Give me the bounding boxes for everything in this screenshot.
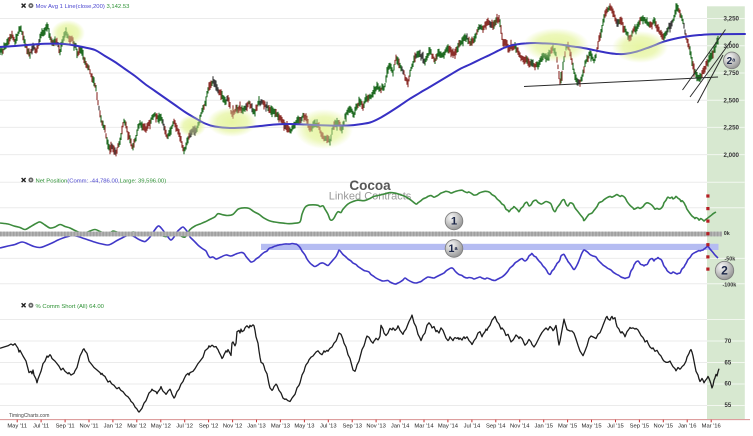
svg-text:2,500: 2,500	[724, 97, 740, 104]
svg-text:Jul '11: Jul '11	[33, 424, 49, 430]
svg-text:-100k: -100k	[723, 282, 737, 288]
svg-text:Sep '12: Sep '12	[199, 424, 218, 430]
svg-text:Mar '12: Mar '12	[127, 424, 146, 430]
svg-text:Jan '14: Jan '14	[391, 424, 410, 430]
svg-text:Sep '11: Sep '11	[56, 424, 75, 430]
svg-text:1: 1	[451, 216, 458, 228]
svg-text:-50k: -50k	[725, 257, 736, 263]
svg-text:60: 60	[725, 382, 732, 388]
svg-text:55: 55	[725, 403, 732, 409]
svg-text:3,250: 3,250	[724, 16, 740, 23]
svg-text:Mar '14: Mar '14	[414, 424, 434, 430]
svg-text:Jul '15: Jul '15	[607, 424, 624, 430]
svg-text:Mar '13: Mar '13	[271, 424, 290, 430]
svg-text:May '15: May '15	[581, 424, 601, 430]
svg-text:Sep '14: Sep '14	[486, 424, 506, 430]
svg-text:Nov '11: Nov '11	[79, 424, 98, 430]
svg-text:2,000: 2,000	[724, 152, 740, 159]
svg-text:May '11: May '11	[7, 424, 27, 430]
svg-text:2: 2	[721, 263, 728, 277]
svg-text:May '12: May '12	[151, 424, 171, 430]
svg-text:Nov '14: Nov '14	[510, 424, 530, 430]
svg-text:3,000: 3,000	[724, 43, 740, 50]
svg-text:Sep '15: Sep '15	[630, 424, 649, 430]
svg-text:Net Position(Comm: -44,786.00,: Net Position(Comm: -44,786.00,Large: 39,…	[36, 179, 167, 185]
svg-text:Jan '13: Jan '13	[247, 424, 266, 430]
svg-text:Mov Avg 1 Line(close,200) 3,14: Mov Avg 1 Line(close,200) 3,142.53	[36, 4, 131, 10]
svg-text:% Comm Short (All) 64.00: % Comm Short (All) 64.00	[36, 304, 105, 310]
svg-text:Linked Contracts: Linked Contracts	[329, 191, 412, 203]
svg-text:Nov '13: Nov '13	[366, 424, 385, 430]
svg-text:Nov '15: Nov '15	[654, 424, 673, 430]
svg-text:TimingCharts.com: TimingCharts.com	[9, 413, 49, 419]
svg-text:Jul '12: Jul '12	[176, 424, 193, 430]
svg-text:Jan '15: Jan '15	[534, 424, 553, 430]
svg-text:Mar '16: Mar '16	[702, 424, 721, 430]
svg-text:2,250: 2,250	[724, 125, 740, 132]
svg-text:May '13: May '13	[294, 424, 314, 430]
svg-text:Sep '13: Sep '13	[342, 424, 361, 430]
svg-text:Cocoa: Cocoa	[349, 178, 391, 193]
svg-text:Mar '15: Mar '15	[558, 424, 577, 430]
svg-text:Nov '12: Nov '12	[223, 424, 242, 430]
svg-text:Jan '16: Jan '16	[678, 424, 697, 430]
svg-text:65: 65	[725, 360, 732, 366]
svg-text:Jul '13: Jul '13	[320, 424, 337, 430]
svg-text:0k: 0k	[724, 231, 730, 237]
svg-text:2a: 2a	[727, 56, 736, 67]
svg-text:Jan '12: Jan '12	[104, 424, 123, 430]
svg-text:70: 70	[725, 339, 732, 345]
svg-text:1a: 1a	[448, 243, 458, 255]
svg-text:Jul '14: Jul '14	[464, 424, 481, 430]
svg-text:2,750: 2,750	[724, 70, 740, 77]
svg-text:May '14: May '14	[438, 424, 459, 430]
